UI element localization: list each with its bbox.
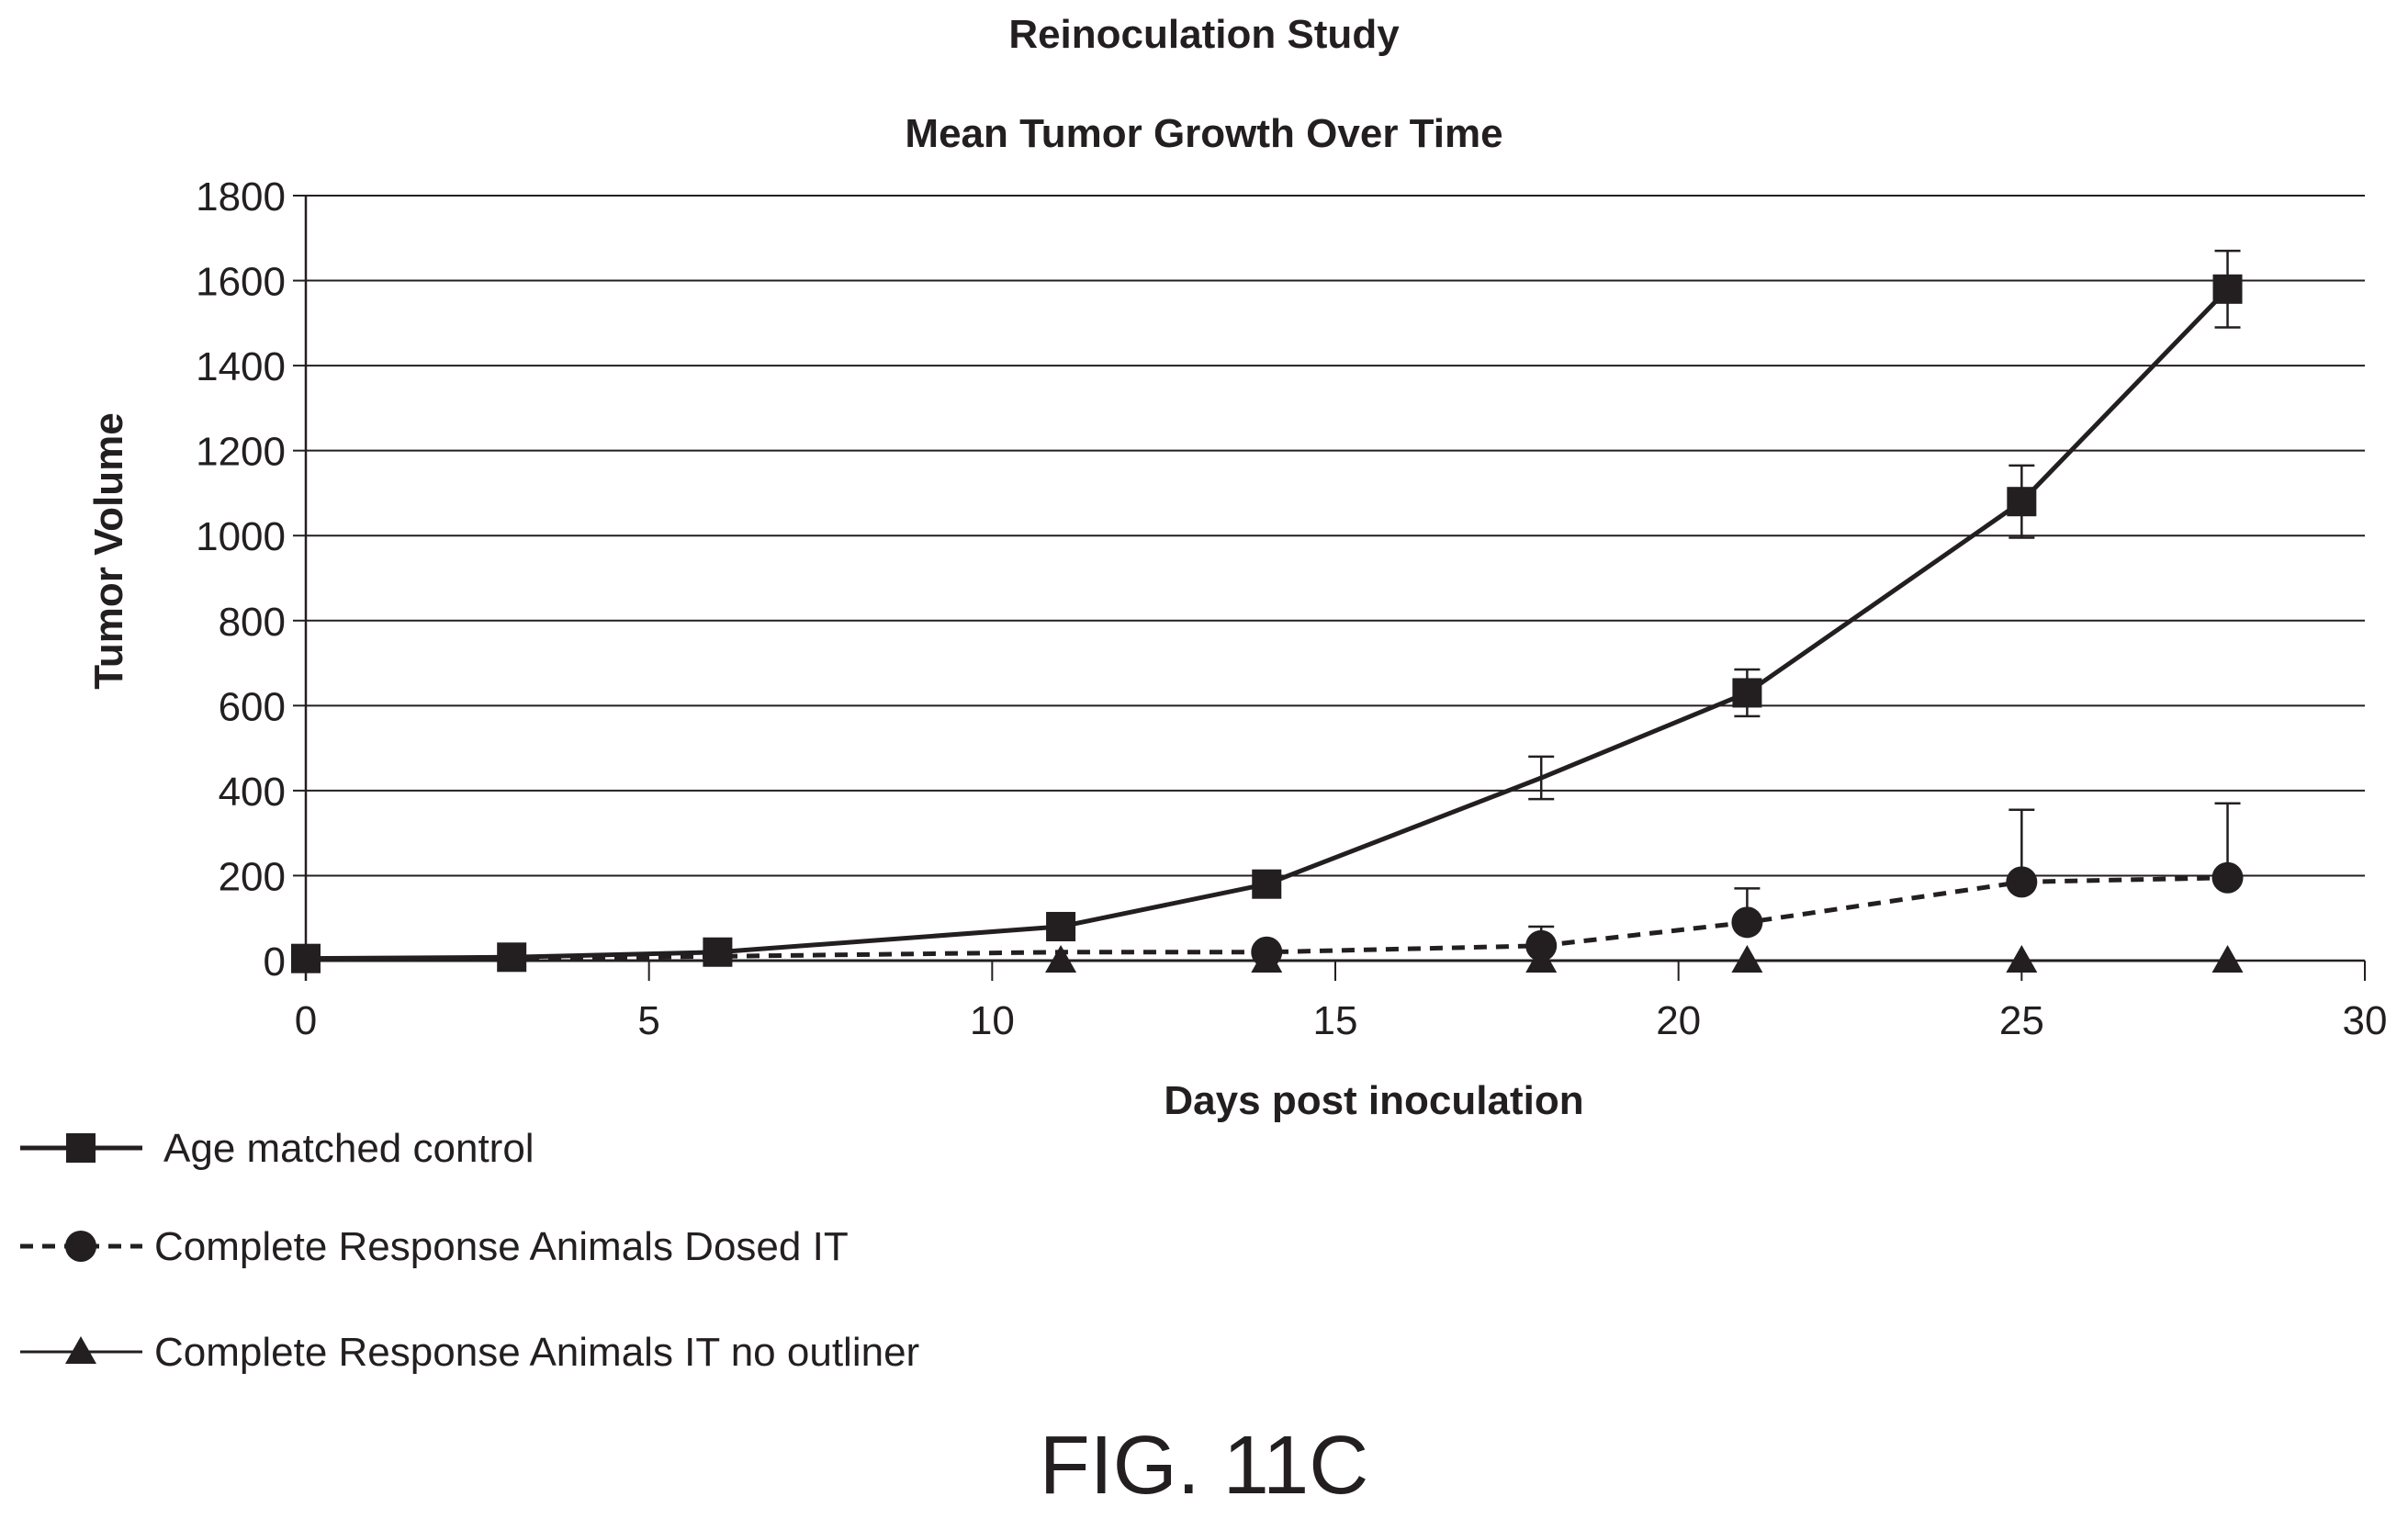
legend-label: Complete Response Animals IT no outliner (154, 1330, 919, 1375)
grid-lines (306, 195, 2365, 877)
x-tick-label: 30 (2343, 998, 2388, 1043)
x-tick-label: 10 (970, 998, 1015, 1043)
triangle-series-point (1731, 945, 1763, 973)
y-tick-label: 0 (264, 939, 286, 984)
legend-item-1: Age matched control (20, 1126, 534, 1171)
chart-subtitle: Mean Tumor Growth Over Time (905, 111, 1502, 156)
circle-series-point (2211, 861, 2244, 894)
legend-label: Complete Response Animals Dosed IT (154, 1224, 849, 1269)
square-series-point (703, 937, 733, 967)
x-tick-label: 20 (1656, 998, 1701, 1043)
square-series-point (2007, 487, 2037, 517)
square-series-point (291, 943, 321, 973)
circle-series-point (1525, 929, 1558, 962)
y-tick-label: 1600 (196, 260, 286, 305)
circle-series-point (1731, 906, 1763, 939)
legend-circle-marker (65, 1231, 96, 1262)
y-tick-label: 400 (219, 770, 286, 815)
square-series-point (497, 942, 527, 973)
legend: Age matched control Complete Response Ani… (20, 1126, 919, 1375)
y-axis-label: Tumor Volume (86, 412, 131, 690)
legend-item-2: Complete Response Animals Dosed IT (20, 1224, 849, 1269)
square-series-line (305, 287, 2230, 962)
circle-series-point (2006, 866, 2038, 898)
plot-area (291, 249, 2244, 973)
y-tick-label: 600 (219, 684, 286, 729)
y-tick-label: 1400 (196, 344, 286, 389)
legend-item-3: Complete Response Animals IT no outliner (20, 1330, 919, 1375)
x-tick-label: 0 (295, 998, 317, 1043)
y-tick-label: 800 (219, 600, 286, 645)
square-series-point (1046, 911, 1076, 941)
y-tick-label: 1000 (196, 514, 286, 559)
y-tick-label: 1200 (196, 430, 286, 475)
y-tick-label: 200 (219, 854, 286, 899)
x-tick-label: 5 (637, 998, 659, 1043)
axes: 0 200 400 600 800 1000 1200 1400 1600 1800 0 5 10 15 2… (196, 174, 2387, 1043)
square-series-point (1252, 869, 1282, 899)
y-tick-label: 1800 (196, 174, 286, 219)
legend-triangle-marker (65, 1336, 96, 1364)
figure-label: FIG. 11C (1039, 1420, 1369, 1512)
triangle-series-point (1045, 945, 1077, 973)
x-tick-label: 15 (1313, 998, 1358, 1043)
legend-label: Age matched control (163, 1126, 534, 1171)
circle-series-point (1251, 936, 1283, 968)
series-1 (291, 249, 2243, 973)
chart-title: Reinoculation Study (1008, 12, 1400, 57)
square-series-point (1732, 678, 1762, 708)
x-axis-label: Days post inoculation (1164, 1078, 1583, 1123)
square-series-point (2212, 274, 2243, 304)
x-tick-label: 25 (1999, 998, 2044, 1043)
legend-square-marker (66, 1133, 96, 1163)
triangle-series-point (2006, 945, 2038, 973)
triangle-series-point (2211, 945, 2244, 973)
